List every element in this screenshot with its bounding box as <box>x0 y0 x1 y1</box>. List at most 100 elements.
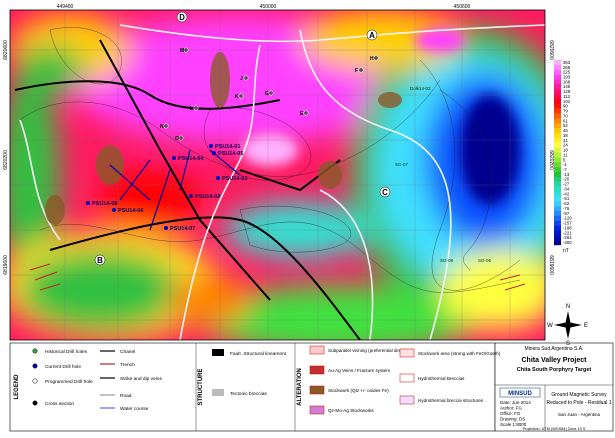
historical-hole <box>193 105 199 111</box>
legend-item: Au-Ag Veins / Fracture system <box>328 368 390 373</box>
colorbar-label: -129 <box>563 216 572 221</box>
compass-letter: E <box>584 323 588 329</box>
company: Minera Sud Argentina S.A. <box>525 346 584 352</box>
drill-hole-label: PSU14-06 <box>118 208 143 214</box>
title-field: Scale 1:8000 <box>500 422 527 427</box>
sample-label: SG-08 <box>440 258 454 263</box>
product: Reduced to Pole - Residual 1 <box>546 400 611 406</box>
legend-symbol <box>309 385 325 395</box>
colorbar-label: -97 <box>563 211 570 216</box>
colorbar-label: 363 <box>563 60 571 65</box>
colorbar-swatch <box>554 69 561 75</box>
coord-right: 6820200 <box>548 150 554 170</box>
colorbar-swatch <box>554 74 561 80</box>
hole-letter: G <box>265 91 269 97</box>
sample-label: SG-06 <box>478 258 492 263</box>
drill-hole-label: PSU14-05 <box>218 151 243 157</box>
drill-hole-label: PSU14-03 <box>222 176 247 182</box>
colorbar-label: 24 <box>563 143 568 148</box>
coord-top: 450600 <box>454 4 471 10</box>
colorbar-swatch <box>554 167 561 173</box>
colorbar-swatch <box>554 186 561 192</box>
colorbar-swatch <box>554 128 561 134</box>
legend <box>9 342 614 432</box>
colorbar-swatch <box>554 191 561 197</box>
legend-item: Water course <box>120 406 149 412</box>
colorbar-label: 101 <box>563 99 571 104</box>
legend-item: Chanel <box>120 349 135 355</box>
title-field: Date: Jun-2014 <box>500 400 531 405</box>
colorbar-swatch <box>554 113 561 119</box>
compass-letter: W <box>547 323 553 329</box>
drill-hole <box>112 208 116 212</box>
colorbar-swatch <box>554 157 561 163</box>
colorbar-label: 52 <box>563 123 568 128</box>
hole-letter: H <box>370 56 374 62</box>
colorbar-label: -13 <box>563 172 570 177</box>
roads <box>19 24 545 340</box>
current-holes <box>109 149 241 231</box>
legend-item: Historical Drill holes <box>45 349 88 355</box>
compass-letter: N <box>566 304 570 310</box>
map-frame <box>9 9 546 341</box>
drill-hole-label: PSU14-07 <box>170 226 195 232</box>
historical-hole <box>183 47 189 53</box>
hole-letter: J <box>240 76 243 82</box>
legend-item: Trench <box>120 362 135 368</box>
colorbar-label: 79 <box>563 109 568 114</box>
colorbar-swatch <box>554 98 561 105</box>
colorbar-swatch <box>554 147 561 153</box>
coord-right: 6820600 <box>548 40 554 60</box>
section-marker <box>379 186 391 198</box>
place: San Juan - Argentina <box>558 412 601 417</box>
drill-hole <box>209 144 213 148</box>
trenches <box>29 263 526 291</box>
section-marker <box>94 254 106 266</box>
legend-item: Qz-Mo-Ag Stockworks <box>328 408 374 413</box>
colorbar-label: -7 <box>563 167 567 172</box>
colorbar-label: 70 <box>563 113 568 118</box>
colorbar-label: 268 <box>563 65 571 70</box>
historical-hole <box>238 93 244 99</box>
drill-hole <box>212 151 216 155</box>
legend-symbol <box>399 395 415 405</box>
colorbar-label: 225 <box>563 70 571 75</box>
colorbar-label: 61 <box>563 118 568 123</box>
colorbar-swatch <box>554 142 561 148</box>
legend-item: Tectonic breccias <box>230 391 267 397</box>
section-marker <box>176 11 188 23</box>
colorbar-label: -221 <box>563 230 572 235</box>
legend-item: Hydrothermal breccia structures <box>418 398 484 403</box>
colorbar-label: -76 <box>563 206 570 211</box>
legend-item: Programmed Drill hole <box>45 379 93 385</box>
colorbar-label: -264 <box>563 235 572 240</box>
legend-symbol <box>399 348 415 358</box>
hole-letter: M <box>180 48 184 54</box>
colorbar-swatch <box>554 89 561 95</box>
colorbar-label: -188 <box>563 225 572 230</box>
colorbar-label: 113 <box>563 94 570 99</box>
colorbar-label: 5 <box>563 157 566 162</box>
legend-symbol <box>309 405 325 415</box>
legend-item: Stockwork area (strong with FeO/Goeth) <box>418 351 501 356</box>
colorbar-label: -34 <box>563 186 570 191</box>
legend-symbol <box>309 365 325 375</box>
colorbar-swatch <box>554 240 561 246</box>
colorbar-swatch <box>554 103 561 109</box>
drill-hole-label: PSU14-08 <box>92 201 117 207</box>
drill-hole-label: PSU14-01 <box>215 144 240 150</box>
sample-label: SG-07 <box>395 162 409 167</box>
colorbar-swatch <box>554 133 561 139</box>
coord-top: 449400 <box>57 4 74 10</box>
coord-left: 6820600 <box>3 40 9 60</box>
colorbar-label: -157 <box>563 221 572 226</box>
legend-symbol <box>32 348 38 354</box>
coord-left: 6819600 <box>3 255 9 275</box>
colorbar-label: 18 <box>563 148 568 153</box>
drill-hole <box>189 194 193 198</box>
legend-symbol <box>32 378 38 384</box>
north-arrow <box>554 311 582 339</box>
hole-letter: O <box>175 136 179 142</box>
colorbar-label: 45 <box>563 128 568 133</box>
colorbar-label: 128 <box>563 89 571 94</box>
